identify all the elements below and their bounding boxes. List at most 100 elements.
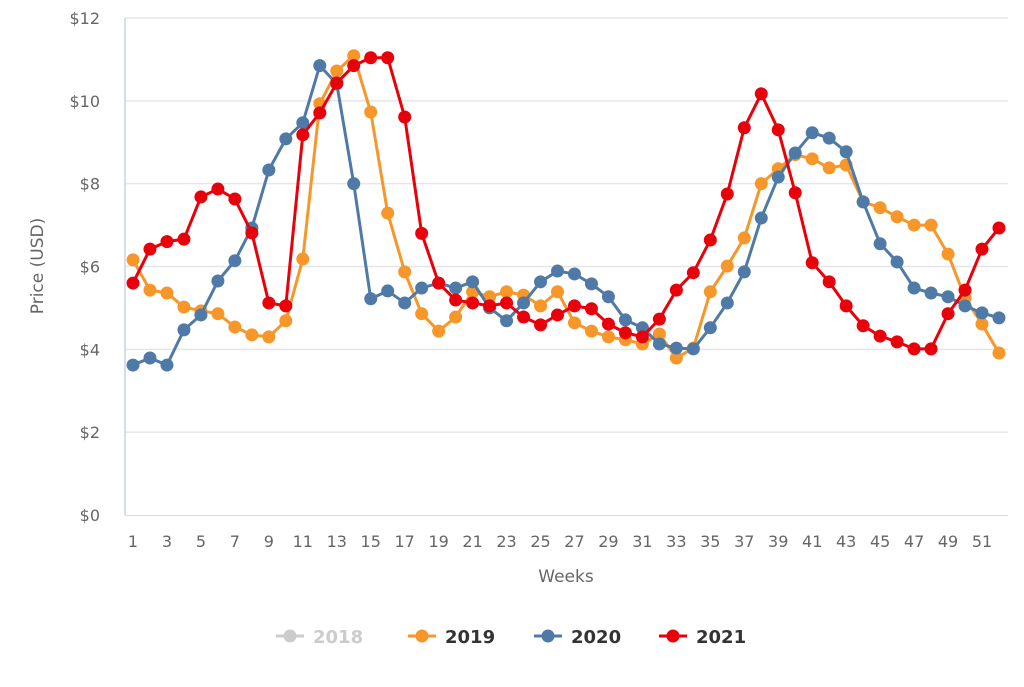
data-point[interactable]	[432, 324, 446, 338]
data-point[interactable]	[992, 311, 1006, 325]
data-point[interactable]	[941, 247, 955, 261]
data-point[interactable]	[907, 218, 921, 232]
data-point[interactable]	[975, 317, 989, 331]
data-point[interactable]	[890, 210, 904, 224]
data-point[interactable]	[415, 226, 429, 240]
data-point[interactable]	[873, 329, 887, 343]
data-point[interactable]	[669, 341, 683, 355]
data-point[interactable]	[449, 281, 463, 295]
data-point[interactable]	[551, 264, 564, 278]
data-point[interactable]	[143, 283, 157, 297]
data-point[interactable]	[347, 59, 361, 73]
data-point[interactable]	[534, 318, 548, 332]
data-point[interactable]	[686, 266, 700, 280]
data-point[interactable]	[822, 161, 836, 175]
data-point[interactable]	[211, 307, 225, 321]
data-point[interactable]	[143, 351, 157, 365]
data-point[interactable]	[924, 286, 938, 300]
legend-item-2018[interactable]: 2018	[276, 627, 363, 648]
data-point[interactable]	[720, 259, 734, 273]
data-point[interactable]	[567, 316, 581, 330]
legend-item-2019[interactable]: 2019	[408, 627, 495, 648]
data-point[interactable]	[584, 324, 598, 338]
data-point[interactable]	[262, 296, 276, 310]
data-point[interactable]	[788, 146, 802, 160]
data-point[interactable]	[720, 296, 734, 310]
data-point[interactable]	[228, 192, 242, 206]
data-point[interactable]	[228, 254, 242, 268]
data-point[interactable]	[890, 335, 904, 349]
data-point[interactable]	[398, 110, 412, 124]
data-point[interactable]	[601, 330, 615, 344]
data-point[interactable]	[635, 330, 649, 344]
data-point[interactable]	[907, 281, 921, 295]
data-point[interactable]	[686, 342, 700, 356]
data-point[interactable]	[245, 328, 259, 342]
data-point[interactable]	[584, 277, 598, 291]
data-point[interactable]	[466, 296, 480, 310]
data-point[interactable]	[720, 187, 734, 201]
data-point[interactable]	[330, 76, 344, 90]
legend-item-2021[interactable]: 2021	[659, 627, 746, 648]
data-point[interactable]	[194, 308, 208, 322]
data-point[interactable]	[635, 321, 649, 335]
data-point[interactable]	[415, 281, 429, 295]
data-point[interactable]	[703, 321, 717, 335]
data-point[interactable]	[262, 163, 276, 177]
data-point[interactable]	[381, 51, 395, 65]
data-point[interactable]	[771, 123, 785, 137]
data-point[interactable]	[601, 317, 615, 331]
data-point[interactable]	[194, 190, 208, 204]
data-point[interactable]	[839, 145, 853, 159]
data-point[interactable]	[126, 358, 140, 372]
data-point[interactable]	[584, 302, 598, 316]
data-point[interactable]	[160, 235, 174, 249]
data-point[interactable]	[958, 299, 972, 313]
data-point[interactable]	[347, 49, 361, 63]
data-point[interactable]	[211, 274, 225, 288]
data-point[interactable]	[805, 152, 819, 166]
data-point[interactable]	[126, 276, 140, 290]
data-point[interactable]	[126, 253, 140, 267]
data-point[interactable]	[296, 252, 310, 266]
data-point[interactable]	[856, 319, 870, 333]
data-point[interactable]	[907, 342, 921, 356]
legend-item-2020[interactable]: 2020	[534, 627, 621, 648]
data-point[interactable]	[551, 285, 564, 299]
data-point[interactable]	[381, 284, 395, 298]
data-point[interactable]	[873, 201, 887, 215]
data-point[interactable]	[534, 299, 548, 313]
data-point[interactable]	[992, 221, 1006, 235]
data-point[interactable]	[805, 126, 819, 140]
data-point[interactable]	[500, 314, 514, 328]
data-point[interactable]	[652, 327, 666, 341]
data-point[interactable]	[652, 337, 666, 351]
data-point[interactable]	[924, 342, 938, 356]
data-point[interactable]	[567, 267, 581, 281]
data-point[interactable]	[737, 121, 751, 135]
data-point[interactable]	[160, 286, 174, 300]
data-point[interactable]	[601, 290, 615, 304]
data-point[interactable]	[177, 323, 191, 337]
data-point[interactable]	[500, 296, 514, 310]
data-point[interactable]	[754, 177, 768, 191]
data-point[interactable]	[618, 313, 632, 327]
data-point[interactable]	[703, 233, 717, 247]
data-point[interactable]	[398, 296, 412, 310]
data-point[interactable]	[737, 265, 751, 279]
data-point[interactable]	[856, 195, 870, 209]
data-point[interactable]	[313, 106, 327, 120]
data-point[interactable]	[737, 231, 751, 245]
data-point[interactable]	[177, 232, 191, 246]
data-point[interactable]	[941, 290, 955, 304]
data-point[interactable]	[432, 276, 446, 290]
data-point[interactable]	[669, 283, 683, 297]
data-point[interactable]	[703, 285, 717, 299]
data-point[interactable]	[992, 346, 1006, 360]
data-point[interactable]	[924, 218, 938, 232]
data-point[interactable]	[364, 51, 378, 65]
data-point[interactable]	[211, 182, 225, 196]
data-point[interactable]	[228, 320, 242, 334]
data-point[interactable]	[296, 116, 310, 130]
data-point[interactable]	[551, 308, 564, 322]
